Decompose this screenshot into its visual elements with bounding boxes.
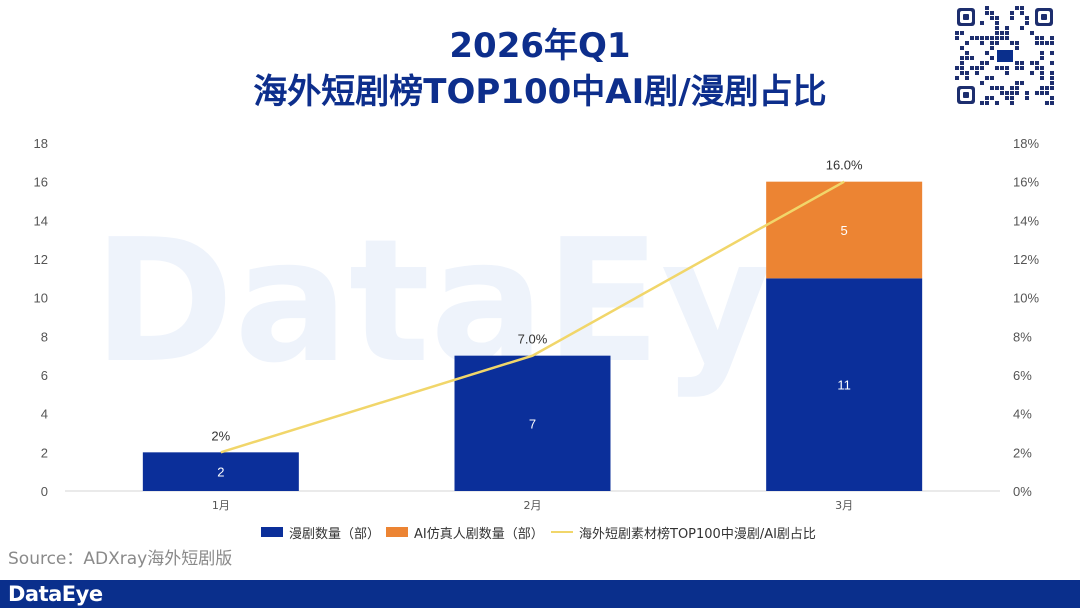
source-note: Source：ADXray海外短剧版	[8, 549, 233, 569]
bar-data-label: 7	[529, 416, 536, 431]
y-left-tick-label: 16	[34, 175, 48, 190]
y-right-tick-label: 4%	[1013, 407, 1032, 422]
bar-data-label: 2	[217, 465, 224, 480]
brand-logo: DataEye	[8, 582, 103, 606]
bar-data-label: 11	[837, 378, 851, 393]
y-right-tick-label: 16%	[1013, 175, 1039, 190]
y-right-tick-label: 8%	[1013, 329, 1032, 344]
y-left-tick-label: 14	[34, 213, 48, 228]
y-left-tick-label: 6	[41, 368, 48, 383]
y-right-tick-label: 0%	[1013, 484, 1032, 499]
y-right-tick-label: 2%	[1013, 445, 1032, 460]
legend-label-ratio: 海外短剧素材榜TOP100中漫剧/AI剧占比	[579, 526, 816, 542]
qr-code	[955, 6, 1055, 106]
y-left-tick-label: 0	[41, 484, 48, 499]
legend-item-ratio: 海外短剧素材榜TOP100中漫剧/AI剧占比	[551, 524, 816, 542]
bar-data-label: 5	[841, 223, 848, 238]
bar-comic	[454, 355, 611, 491]
legend-label-ai: AI仿真人剧数量（部）	[414, 526, 544, 542]
chart-title-line1: 2026年Q1	[449, 26, 631, 66]
legend-item-ai: AI仿真人剧数量（部）	[386, 524, 544, 542]
x-tick-label: 2月	[524, 499, 542, 512]
y-right-tick-label: 12%	[1013, 252, 1039, 267]
y-left-tick-label: 2	[41, 445, 48, 460]
y-left-tick-label: 8	[41, 329, 48, 344]
legend-swatch-ai	[386, 527, 408, 537]
bar-comic	[766, 278, 923, 491]
x-tick-label: 1月	[212, 499, 230, 512]
y-right-tick-label: 10%	[1013, 291, 1039, 306]
legend-item-comic: 漫剧数量（部）	[261, 524, 381, 542]
line-data-label: 16.0%	[826, 158, 863, 173]
footer-bar	[0, 580, 1080, 608]
y-left-tick-label: 18	[34, 136, 48, 151]
x-tick-label: 3月	[835, 499, 853, 512]
legend-label-comic: 漫剧数量（部）	[289, 526, 381, 542]
line-data-label: 2%	[211, 428, 230, 443]
bar-comic	[142, 452, 299, 491]
legend-swatch-comic	[261, 527, 283, 537]
y-right-tick-label: 14%	[1013, 213, 1039, 228]
bar-ai	[766, 181, 923, 279]
ratio-line	[220, 180, 845, 454]
legend-swatch-ratio	[551, 531, 573, 533]
qr-logo-icon	[997, 50, 1013, 62]
y-left-tick-label: 4	[41, 407, 48, 422]
chart-title-line2: 海外短剧榜TOP100中AI剧/漫剧占比	[253, 72, 827, 112]
y-right-tick-label: 18%	[1013, 136, 1039, 151]
y-right-tick-label: 6%	[1013, 368, 1032, 383]
y-left-tick-label: 12	[34, 252, 48, 267]
y-left-tick-label: 10	[34, 291, 48, 306]
line-data-label: 7.0%	[518, 332, 548, 347]
